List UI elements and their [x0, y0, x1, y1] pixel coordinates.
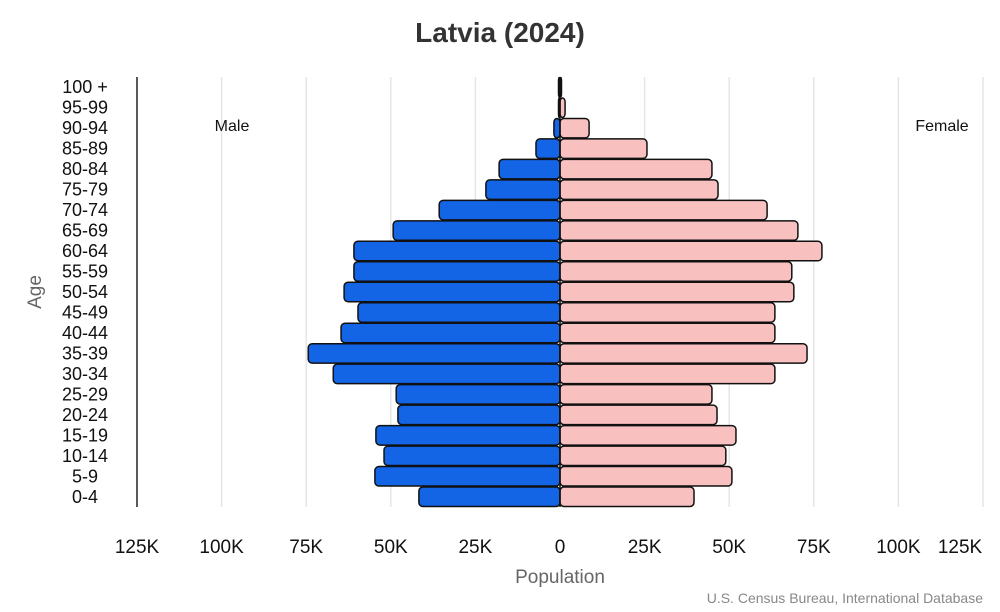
bar-female-60-64	[559, 240, 823, 262]
y-axis-label: Age	[25, 275, 46, 309]
age-label: 5-9	[72, 466, 98, 486]
bar-male-0-4	[418, 486, 561, 508]
age-label: 85-89	[62, 139, 108, 159]
bar-male-20-24	[397, 404, 561, 426]
x-tick-label: 25K	[628, 537, 662, 558]
bar-male-35-39	[307, 342, 561, 364]
bar-male-50-54	[343, 281, 561, 303]
bar-male-60-64	[353, 240, 561, 262]
age-label: 40-44	[62, 323, 108, 343]
bar-male-5-9	[374, 465, 561, 487]
bar-male-80-84	[498, 158, 561, 180]
bar-female-40-44	[559, 322, 776, 344]
bar-male-10-14	[383, 445, 561, 467]
age-label: 45-49	[62, 302, 108, 322]
age-label: 65-69	[62, 221, 108, 241]
bar-female-75-79	[559, 179, 719, 201]
bar-male-90-94	[553, 117, 561, 139]
bar-male-25-29	[395, 383, 561, 405]
age-label: 25-29	[62, 384, 108, 404]
age-label: 60-64	[62, 241, 108, 261]
x-tick-label: 50K	[374, 537, 408, 558]
bar-female-10-14	[559, 445, 727, 467]
x-tick-label: 125K	[115, 537, 160, 558]
bar-female-5-9	[559, 465, 733, 487]
x-tick-labels: 125K 100K 75K 50K 25K 0 25K 50K 75K 100K 125K	[115, 537, 983, 558]
age-label: 75-79	[62, 180, 108, 200]
bar-male-15-19	[375, 424, 561, 446]
age-label: 35-39	[62, 343, 108, 363]
bar-female-20-24	[559, 404, 718, 426]
x-tick-label: 50K	[712, 537, 746, 558]
x-tick-label: 75K	[797, 537, 831, 558]
bar-female-80-84	[559, 158, 713, 180]
bar-female-0-4	[559, 486, 695, 508]
chart-title: Latvia (2024)	[415, 17, 585, 48]
bar-female-95-99	[559, 97, 566, 119]
bar-female-25-29	[559, 383, 713, 405]
age-label: 90-94	[62, 118, 108, 138]
age-label: 50-54	[62, 282, 108, 302]
x-axis-label: Population	[515, 567, 605, 588]
bars	[307, 76, 823, 508]
bar-female-65-69	[559, 220, 799, 242]
source-note: U.S. Census Bureau, International Databa…	[707, 590, 983, 606]
bar-female-85-89	[559, 138, 648, 160]
legend-female: Female	[915, 118, 968, 135]
bar-female-90-94	[559, 117, 590, 139]
bar-female-35-39	[559, 342, 808, 364]
bar-female-15-19	[559, 424, 737, 446]
bar-female-30-34	[559, 363, 776, 385]
legend-male: Male	[215, 118, 250, 135]
age-labels: 0-45-910-1415-1920-2425-2930-3435-3940-4…	[62, 77, 108, 507]
x-tick-label: 25K	[458, 537, 492, 558]
bar-male-55-59	[353, 261, 561, 283]
x-tick-label: 0	[555, 537, 566, 558]
bar-female-70-74	[559, 199, 768, 221]
age-label: 80-84	[62, 159, 108, 179]
bar-male-45-49	[357, 301, 561, 323]
age-label: 100 +	[62, 77, 108, 97]
bar-male-30-34	[332, 363, 561, 385]
age-label: 10-14	[62, 446, 108, 466]
bar-female-45-49	[559, 301, 776, 323]
x-tick-label: 100K	[199, 537, 244, 558]
x-tick-label: 125K	[938, 537, 983, 558]
x-tick-label: 75K	[289, 537, 323, 558]
bar-female-50-54	[559, 281, 795, 303]
bar-male-85-89	[535, 138, 561, 160]
age-label: 20-24	[62, 405, 108, 425]
age-label: 30-34	[62, 364, 108, 384]
age-label: 15-19	[62, 425, 108, 445]
bar-female-55-59	[559, 261, 793, 283]
bar-male-75-79	[485, 179, 561, 201]
age-label: 55-59	[62, 262, 108, 282]
x-tick-label: 100K	[876, 537, 921, 558]
age-label: 0-4	[72, 487, 98, 507]
bar-male-40-44	[340, 322, 561, 344]
bar-male-70-74	[438, 199, 561, 221]
age-label: 95-99	[62, 98, 108, 118]
age-label: 70-74	[62, 200, 108, 220]
bar-male-65-69	[392, 220, 561, 242]
